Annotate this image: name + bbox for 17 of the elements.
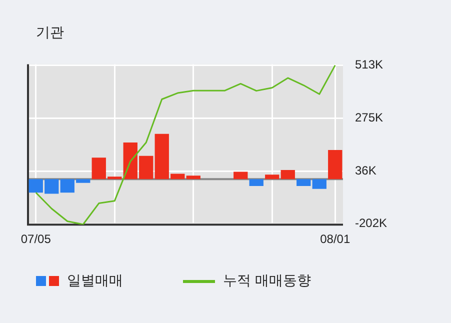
y-tick-label: -202K	[355, 216, 388, 230]
bar	[328, 150, 342, 180]
bar	[312, 179, 326, 189]
bar	[296, 179, 311, 186]
legend-label: 일별매매	[67, 272, 123, 290]
bar	[186, 176, 200, 180]
bar	[265, 174, 280, 180]
y-tick-label: 513K	[355, 58, 384, 72]
legend-label: 누적 매매동향	[223, 272, 311, 290]
x-tick-label: 08/01	[320, 232, 350, 246]
y-tick-label: 36K	[355, 163, 376, 178]
bar	[234, 172, 248, 180]
bar	[280, 170, 295, 180]
bar	[249, 179, 264, 186]
chart-title: 기관	[36, 24, 64, 42]
x-tick-label: 07/05	[20, 232, 52, 246]
y-tick-label: 275K	[355, 110, 384, 124]
